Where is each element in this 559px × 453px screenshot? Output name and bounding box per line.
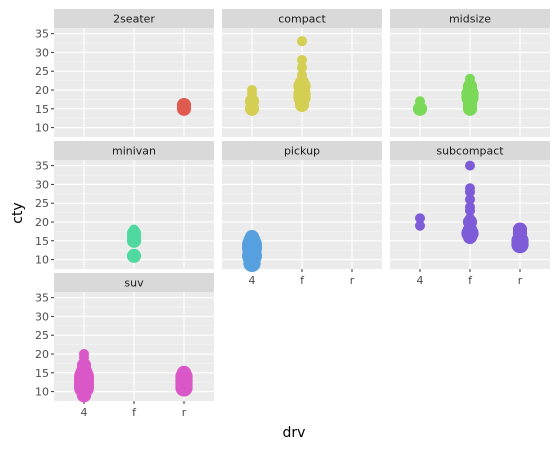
y-tick-label: 35 bbox=[35, 160, 49, 173]
y-tick-label: 20 bbox=[35, 84, 49, 97]
x-tick-label: r bbox=[182, 406, 187, 419]
y-tick-label: 35 bbox=[35, 292, 49, 305]
y-tick-label: 20 bbox=[35, 348, 49, 361]
data-point bbox=[79, 349, 89, 360]
y-tick-label: 10 bbox=[35, 386, 49, 399]
data-point bbox=[465, 160, 475, 171]
data-point bbox=[297, 69, 307, 80]
facet-panel-minivan: minivan 10 15 20 25 30 35 bbox=[35, 141, 214, 269]
y-tick-label: 10 bbox=[35, 122, 49, 135]
facet-strip bbox=[222, 141, 382, 160]
y-tick-label: 25 bbox=[35, 329, 49, 342]
facet-panel-midsize: midsize bbox=[390, 9, 550, 137]
facet-strip bbox=[54, 273, 214, 292]
data-point bbox=[247, 85, 257, 96]
data-point bbox=[244, 229, 260, 245]
facet-strip-label: midsize bbox=[449, 13, 491, 26]
x-tick-label: f bbox=[468, 274, 473, 287]
x-tick-label: 4 bbox=[417, 274, 424, 287]
data-point bbox=[297, 54, 307, 65]
data-point bbox=[297, 36, 307, 47]
facet-strip bbox=[390, 141, 550, 160]
x-tick-label: f bbox=[300, 274, 305, 287]
data-point bbox=[465, 73, 475, 84]
data-point bbox=[415, 96, 425, 107]
data-point bbox=[465, 183, 475, 194]
facet-strip-label: 2seater bbox=[113, 13, 155, 26]
facet-strip bbox=[54, 141, 214, 160]
x-tick-label: 4 bbox=[81, 406, 88, 419]
y-tick-label: 30 bbox=[35, 178, 49, 191]
y-tick-label: 30 bbox=[35, 310, 49, 323]
x-tick-label: r bbox=[350, 274, 355, 287]
x-tick-label: r bbox=[518, 274, 523, 287]
data-point bbox=[126, 248, 142, 263]
facet-strip-label: suv bbox=[124, 277, 144, 290]
x-tick-label: 4 bbox=[249, 274, 256, 287]
facet-panel-suv: suv 10 15 20 25 30 35 4 f r bbox=[35, 273, 214, 419]
data-point bbox=[512, 222, 528, 237]
y-tick-label: 15 bbox=[35, 367, 49, 380]
data-point bbox=[415, 220, 425, 231]
facet-panel-compact: compact bbox=[222, 9, 382, 137]
data-point bbox=[297, 62, 307, 73]
facet-panel-2seater: 2seater 10 15 20 25 30 35 bbox=[35, 9, 214, 137]
data-point bbox=[176, 365, 192, 380]
facet-strip-label: compact bbox=[278, 13, 326, 26]
y-tick-label: 15 bbox=[35, 103, 49, 116]
y-tick-label: 25 bbox=[35, 65, 49, 78]
facet-panel-pickup: pickup 4 f r bbox=[222, 141, 382, 287]
y-tick-label: 15 bbox=[35, 235, 49, 248]
y-tick-label: 35 bbox=[35, 28, 49, 41]
facet-strip bbox=[390, 9, 550, 28]
facet-panel-subcompact: subcompact 4 f r bbox=[390, 141, 550, 287]
data-point bbox=[465, 213, 475, 224]
y-tick-label: 25 bbox=[35, 197, 49, 210]
facet-strip bbox=[54, 9, 214, 28]
x-axis-title: drv bbox=[283, 425, 306, 441]
y-tick-label: 10 bbox=[35, 254, 49, 267]
data-point bbox=[415, 213, 425, 224]
data-point bbox=[129, 224, 139, 235]
data-point bbox=[465, 194, 475, 205]
y-tick-label: 30 bbox=[35, 46, 49, 59]
y-tick-label: 20 bbox=[35, 216, 49, 229]
facet-strip-label: pickup bbox=[284, 145, 320, 158]
data-point bbox=[294, 75, 310, 90]
facet-strip-label: subcompact bbox=[436, 145, 504, 158]
data-point bbox=[176, 97, 192, 113]
panels-layer: 2seater 10 15 20 25 30 35 compact midsize minivan… bbox=[35, 9, 550, 419]
facet-strip bbox=[222, 9, 382, 28]
data-point bbox=[465, 201, 475, 212]
x-tick-label: f bbox=[132, 406, 137, 419]
facet-strip-label: minivan bbox=[112, 145, 156, 158]
y-axis-title: cty bbox=[10, 202, 26, 223]
